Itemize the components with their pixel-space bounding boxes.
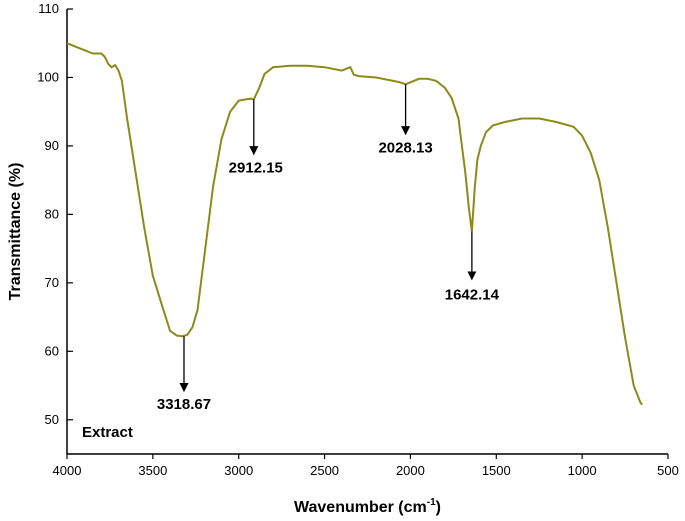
x-tick-label: 2000 xyxy=(396,463,425,478)
x-axis-title-close: ) xyxy=(436,499,441,516)
peak-label: 3318.67 xyxy=(157,396,211,413)
x-tick-label: 4000 xyxy=(53,463,82,478)
peak-label: 2912.15 xyxy=(229,159,283,176)
x-ticks: 4000 3500 3000 2500 2000 1500 1000 500 xyxy=(53,454,679,478)
peak-label: 2028.13 xyxy=(378,139,432,156)
axes xyxy=(66,9,668,455)
x-tick-label: 1500 xyxy=(482,463,511,478)
x-tick-label: 1000 xyxy=(568,463,597,478)
x-axis-title-superscript: -1 xyxy=(427,497,436,508)
y-ticks: 50 60 70 80 90 100 110 xyxy=(37,1,73,427)
x-tick-label: 3500 xyxy=(138,463,167,478)
x-tick-label: 500 xyxy=(657,463,679,478)
x-axis-title-main: Wavenumber (cm xyxy=(294,499,427,516)
sample-label: Extract xyxy=(82,424,133,441)
x-axis-title: Wavenumber (cm-1) xyxy=(294,497,441,516)
y-tick-label: 60 xyxy=(45,343,59,358)
y-tick-label: 110 xyxy=(38,1,59,16)
y-tick-label: 70 xyxy=(45,275,59,290)
x-tick-label: 2500 xyxy=(310,463,339,478)
y-tick-label: 50 xyxy=(45,412,59,427)
x-tick-label: 3000 xyxy=(224,463,253,478)
y-tick-label: 80 xyxy=(45,206,59,221)
peak-annotations: 3318.67 2912.15 2028.13 1642.14 xyxy=(157,84,500,413)
y-tick-label: 90 xyxy=(45,138,59,153)
y-axis-title: Transmittance (%) xyxy=(7,163,24,301)
spectrum-line xyxy=(66,42,643,406)
y-tick-label: 100 xyxy=(37,69,59,84)
peak-label: 1642.14 xyxy=(445,287,500,304)
